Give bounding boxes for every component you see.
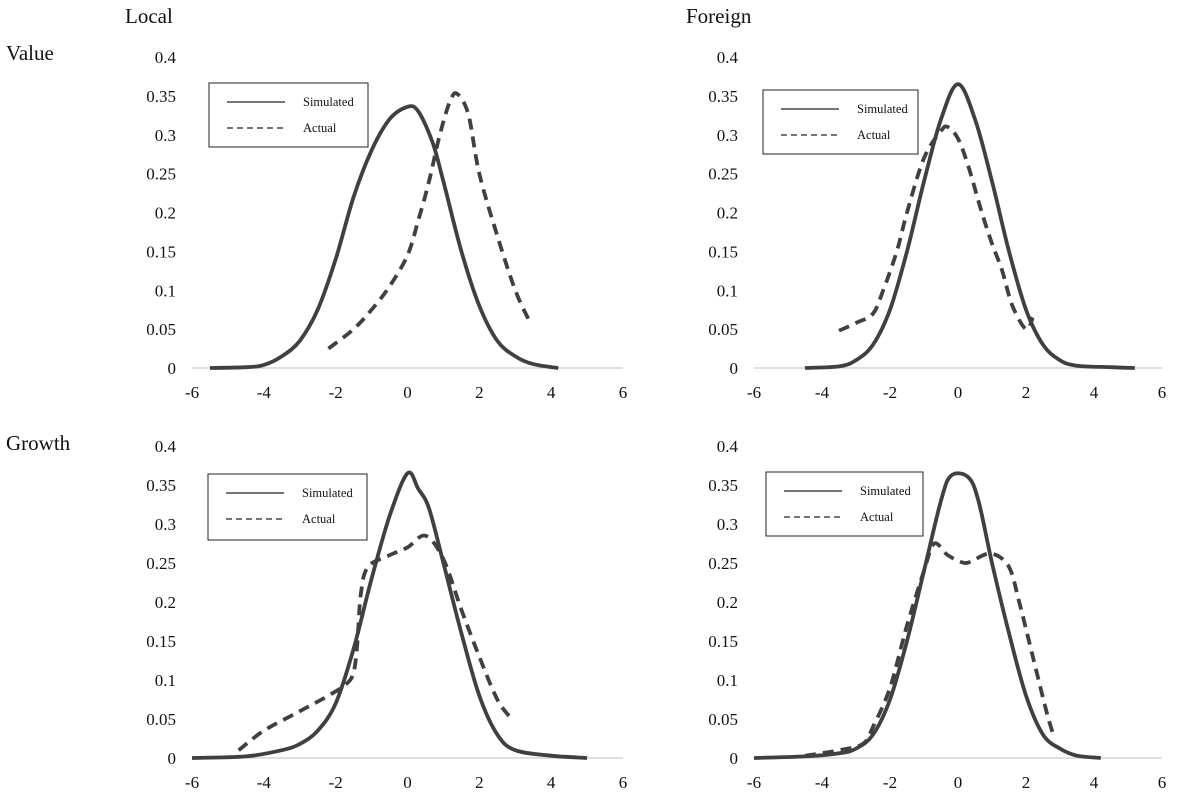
y-tick-label: 0.3 (155, 515, 176, 534)
x-tick-label: -6 (747, 383, 761, 402)
y-tick-label: 0.2 (717, 204, 738, 223)
y-tick-label: 0.2 (155, 593, 176, 612)
x-tick-label: 4 (1090, 773, 1099, 792)
x-tick-label: 0 (954, 383, 963, 402)
legend-label-simulated: Simulated (857, 102, 908, 116)
legend-label-simulated: Simulated (302, 486, 353, 500)
x-tick-label: -4 (815, 383, 830, 402)
y-tick-label: 0 (168, 749, 177, 768)
series-line-actual (237, 533, 514, 752)
legend-label-actual: Actual (857, 128, 891, 142)
column-label-local: Local (125, 4, 173, 28)
legend-label-simulated: Simulated (303, 95, 354, 109)
legend-label-actual: Actual (302, 512, 336, 526)
legend-label-actual: Actual (860, 510, 894, 524)
y-tick-label: 0.05 (146, 710, 176, 729)
y-tick-label: 0.1 (155, 281, 176, 300)
y-tick-label: 0.2 (155, 204, 176, 223)
y-tick-label: 0.1 (155, 671, 176, 690)
series-line-simulated (191, 470, 588, 760)
x-tick-label: -2 (883, 383, 897, 402)
x-tick-label: -6 (185, 773, 199, 792)
x-tick-label: -4 (815, 773, 830, 792)
y-tick-label: 0.15 (146, 632, 176, 651)
chart-growth-local: 0 0.05 0.1 0.15 0.2 0.25 0.3 0.35 0.4 -6 -4 -2 0 2 4 6 S… (146, 437, 627, 792)
series-line-actual (804, 541, 1056, 758)
series-line-simulated (804, 82, 1135, 370)
legend-label-actual: Actual (303, 121, 337, 135)
y-tick-label: 0.15 (146, 242, 176, 261)
x-tick-label: 4 (547, 383, 556, 402)
y-tick-label: 0 (168, 359, 177, 378)
x-tick-label: 2 (1022, 773, 1031, 792)
x-tick-label: -6 (747, 773, 761, 792)
x-tick-label: -2 (883, 773, 897, 792)
x-tick-label: 4 (1090, 383, 1099, 402)
y-tick-label: 0.05 (708, 320, 738, 339)
y-tick-label: 0.15 (708, 632, 738, 651)
y-tick-label: 0.3 (155, 126, 176, 145)
y-tick-label: 0.2 (717, 593, 738, 612)
y-tick-label: 0.4 (155, 48, 177, 67)
y-tick-label: 0.1 (717, 281, 738, 300)
legend: Simulated Actual (208, 82, 369, 148)
chart-value-foreign: 0 0.05 0.1 0.15 0.2 0.25 0.3 0.35 0.4 -6 -4 -2 0 2 4 6 S… (708, 48, 1166, 402)
x-tick-label: 0 (954, 773, 963, 792)
x-tick-label: 0 (403, 383, 412, 402)
x-tick-label: 2 (1022, 383, 1031, 402)
y-tick-label: 0.4 (155, 437, 177, 456)
legend-box (762, 89, 919, 155)
y-tick-label: 0.4 (717, 437, 739, 456)
x-tick-label: 2 (475, 383, 484, 402)
x-tick-label: 2 (475, 773, 484, 792)
y-tick-label: 0.15 (708, 242, 738, 261)
legend-box (765, 471, 924, 537)
y-tick-label: 0.05 (708, 710, 738, 729)
y-tick-label: 0.35 (708, 476, 738, 495)
x-tick-label: 6 (1158, 773, 1167, 792)
x-tick-label: 6 (619, 773, 628, 792)
x-tick-label: -4 (257, 383, 272, 402)
y-tick-label: 0.35 (146, 87, 176, 106)
y-tick-label: 0.25 (146, 165, 176, 184)
y-tick-label: 0.25 (708, 554, 738, 573)
legend: Simulated Actual (762, 89, 919, 155)
y-tick-label: 0.4 (717, 48, 739, 67)
y-tick-label: 0.1 (717, 671, 738, 690)
x-tick-label: 0 (403, 773, 412, 792)
series-line-actual (838, 124, 1035, 333)
y-tick-label: 0 (730, 749, 739, 768)
row-label-value: Value (6, 41, 54, 65)
y-tick-label: 0.3 (717, 126, 738, 145)
x-tick-label: 6 (1158, 383, 1167, 402)
y-tick-label: 0.05 (146, 320, 176, 339)
row-label-growth: Growth (6, 431, 71, 455)
column-label-foreign: Foreign (686, 4, 752, 28)
legend-box (207, 473, 368, 541)
x-tick-label: 4 (547, 773, 556, 792)
series-line-simulated (209, 104, 559, 370)
chart-growth-foreign: 0 0.05 0.1 0.15 0.2 0.25 0.3 0.35 0.4 -6 -4 -2 0 2 4 6 S… (708, 437, 1166, 792)
y-tick-label: 0.3 (717, 515, 738, 534)
y-tick-label: 0.35 (146, 476, 176, 495)
x-tick-label: -2 (329, 383, 343, 402)
chart-value-local: 0 0.05 0.1 0.15 0.2 0.25 0.3 0.35 0.4 -6 -4 -2 0 2 4 6 S… (146, 48, 627, 402)
legend: Simulated Actual (765, 471, 924, 537)
x-tick-label: -2 (329, 773, 343, 792)
legend-box (208, 82, 369, 148)
y-tick-label: 0.25 (146, 554, 176, 573)
y-tick-label: 0.25 (708, 165, 738, 184)
legend: Simulated Actual (207, 473, 368, 541)
y-tick-label: 0.35 (708, 87, 738, 106)
x-tick-label: -4 (257, 773, 272, 792)
series-line-simulated (753, 471, 1101, 760)
x-tick-label: 6 (619, 383, 628, 402)
x-tick-label: -6 (185, 383, 199, 402)
y-tick-label: 0 (730, 359, 739, 378)
legend-label-simulated: Simulated (860, 484, 911, 498)
